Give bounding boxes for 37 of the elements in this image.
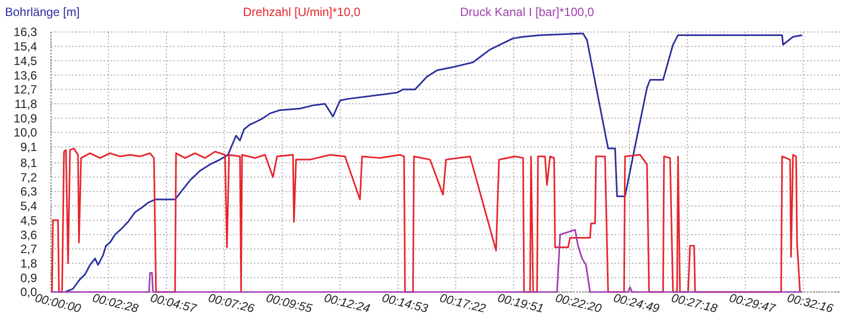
x-tick-label: 00:07:26 <box>206 290 256 316</box>
x-tick-label: 00:14:53 <box>380 290 430 316</box>
text: Druck Kanal I [bar]*100,0 <box>460 5 594 19</box>
text: Drehzahl [U/min]*10,0 <box>243 5 361 19</box>
y-tick-label: 15,4 <box>14 40 38 54</box>
x-tick-label: 00:12:24 <box>322 290 372 316</box>
y-tick-label: 4,5 <box>20 213 38 228</box>
y-tick-label: 5,4 <box>20 199 38 214</box>
y-tick-label: 16,3 <box>14 25 38 40</box>
y-tick-label: 10,0 <box>14 126 38 140</box>
x-tick-label: 00:04:57 <box>149 290 199 316</box>
y-tick-label: 2,7 <box>20 242 38 256</box>
x-tick-label: 00:24:49 <box>612 290 662 316</box>
y-tick-label: 10,9 <box>14 111 38 126</box>
x-tick-label: 00:02:28 <box>91 290 140 316</box>
y-tick-label: 7,2 <box>20 170 38 184</box>
x-tick-label: 00:09:55 <box>264 290 314 316</box>
x-tick-label: 00:19:51 <box>496 290 546 316</box>
x-tick-label: 00:22:20 <box>554 290 604 316</box>
y-tick-label: 3,6 <box>20 228 38 242</box>
x-tick-label: 00:17:22 <box>438 290 488 316</box>
line-series <box>50 228 803 293</box>
x-tick-label: 00:29:47 <box>728 290 778 316</box>
y-tick-label: 6,3 <box>20 184 38 199</box>
y-tick-label: 13,6 <box>14 68 38 82</box>
y-tick-label: 9,1 <box>20 140 38 154</box>
line-series <box>64 32 803 293</box>
y-tick-label: 14,5 <box>14 54 38 68</box>
y-tick-label: 1,8 <box>20 256 38 270</box>
y-tick-label: 11,8 <box>14 96 38 111</box>
line-series <box>51 148 801 293</box>
y-tick-label: 8,1 <box>20 156 38 170</box>
text: Bohrlänge [m] <box>5 5 80 19</box>
y-tick-label: 12,7 <box>14 82 38 97</box>
y-tick-label: 0,9 <box>20 270 38 285</box>
x-tick-label: 00:27:18 <box>670 290 720 316</box>
x-tick-label: 00:32:16 <box>786 290 835 316</box>
